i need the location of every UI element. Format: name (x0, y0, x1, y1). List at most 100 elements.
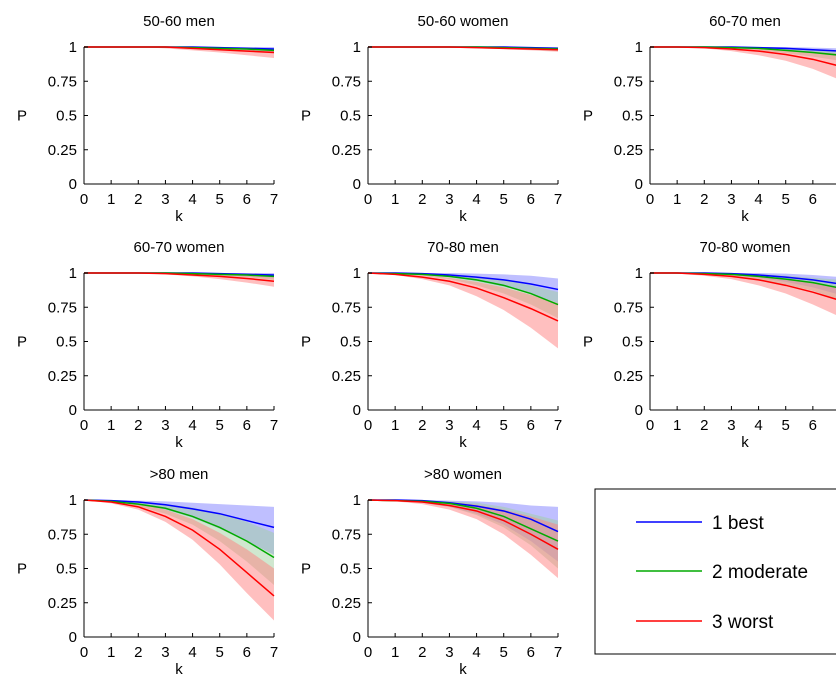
legend-label-best: 1 best (712, 513, 764, 534)
line-best (83, 499, 275, 529)
x-tick-label: 0 (646, 417, 654, 434)
y-tick-label: 0.75 (332, 526, 361, 543)
x-tick-label: 6 (809, 191, 817, 208)
y-tick-label: 0.75 (614, 73, 643, 90)
y-tick-label: 0.5 (340, 334, 361, 351)
y-axis-label: P (583, 108, 593, 125)
y-tick-label: 0 (69, 176, 77, 193)
line-worst (83, 499, 275, 597)
panel-7: 0 0.25 0.5 0.75 1 0 1 2 3 4 5 6 7 >80 men k P (17, 466, 278, 678)
x-axis-label: k (459, 208, 467, 225)
y-tick-label: 0 (69, 402, 77, 419)
y-tick-label: 0 (353, 402, 361, 419)
x-tick-label: 5 (782, 417, 790, 434)
y-tick-label: 1 (69, 265, 77, 282)
y-tick-label: 0 (69, 629, 77, 646)
y-tick-label: 1 (353, 265, 361, 282)
x-tick-label: 4 (472, 644, 480, 661)
line-moderate (367, 272, 559, 306)
x-tick-label: 4 (188, 644, 196, 661)
x-tick-label: 7 (270, 417, 278, 434)
band-worst (650, 273, 836, 316)
x-tick-label: 5 (500, 191, 508, 208)
x-tick-label: 3 (727, 417, 735, 434)
y-tick-label: 0.25 (332, 595, 361, 612)
x-tick-label: 0 (364, 417, 372, 434)
x-tick-label: 1 (391, 644, 399, 661)
x-tick-label: 2 (134, 191, 142, 208)
panel-5: 0 0.25 0.5 0.75 1 0 1 2 3 4 5 6 7 70-80 men k P (301, 239, 562, 451)
y-tick-label: 0.25 (332, 368, 361, 385)
y-axis-label: P (301, 108, 311, 125)
y-tick-label: 0 (353, 629, 361, 646)
panel-1: 0 0.25 0.5 0.75 1 0 1 2 3 4 5 6 7 50-60 men k P (17, 13, 278, 225)
x-tick-label: 1 (391, 191, 399, 208)
x-tick-label: 0 (80, 191, 88, 208)
x-tick-label: 5 (216, 191, 224, 208)
x-tick-label: 5 (500, 417, 508, 434)
x-tick-label: 5 (500, 644, 508, 661)
line-worst (367, 499, 559, 550)
x-tick-label: 7 (554, 417, 562, 434)
panel-title: 60-70 men (709, 13, 781, 30)
x-tick-label: 1 (673, 191, 681, 208)
y-tick-label: 0.5 (340, 108, 361, 125)
x-tick-label: 3 (445, 417, 453, 434)
x-axis-label: k (459, 661, 467, 678)
y-tick-label: 1 (69, 492, 77, 509)
y-tick-label: 1 (353, 492, 361, 509)
x-tick-label: 3 (727, 191, 735, 208)
x-tick-label: 6 (243, 191, 251, 208)
y-axis-label: P (17, 108, 27, 125)
y-tick-label: 0.25 (332, 142, 361, 159)
x-axis-label: k (459, 434, 467, 451)
panel-title: 70-80 women (700, 239, 791, 256)
x-axis-label: k (741, 208, 749, 225)
line-worst (84, 272, 275, 282)
band-worst (368, 273, 558, 349)
line-worst (367, 272, 559, 322)
x-tick-label: 3 (161, 644, 169, 661)
x-tick-label: 3 (445, 191, 453, 208)
x-tick-label: 4 (472, 417, 480, 434)
x-tick-label: 2 (418, 644, 426, 661)
x-tick-label: 2 (134, 417, 142, 434)
y-tick-label: 0.75 (48, 526, 77, 543)
y-tick-label: 0.75 (48, 73, 77, 90)
band-moderate (84, 500, 274, 585)
y-tick-label: 0.25 (48, 142, 77, 159)
y-tick-label: 0.75 (332, 73, 361, 90)
y-tick-label: 0.5 (56, 108, 77, 125)
line-moderate (83, 499, 275, 559)
y-tick-label: 0.25 (614, 142, 643, 159)
line-worst (84, 46, 275, 54)
x-tick-label: 1 (107, 644, 115, 661)
x-axis-label: k (175, 434, 183, 451)
x-tick-label: 1 (391, 417, 399, 434)
y-axis-label: P (301, 334, 311, 351)
legend-box (594, 488, 836, 655)
y-tick-label: 0.75 (614, 299, 643, 316)
x-tick-label: 0 (646, 191, 654, 208)
panel-title: 50-60 women (418, 13, 509, 30)
panel-title: >80 men (150, 466, 209, 483)
x-tick-label: 2 (700, 191, 708, 208)
panel-8: 0 0.25 0.5 0.75 1 0 1 2 3 4 5 6 7 >80 women k P (301, 466, 562, 678)
x-axis-label: k (175, 208, 183, 225)
y-tick-label: 0 (635, 402, 643, 419)
y-tick-label: 0.25 (614, 368, 643, 385)
x-tick-label: 4 (754, 417, 762, 434)
x-tick-label: 4 (188, 417, 196, 434)
x-tick-label: 6 (527, 644, 535, 661)
x-tick-label: 5 (216, 644, 224, 661)
x-tick-label: 1 (107, 191, 115, 208)
x-axis-label: k (741, 434, 749, 451)
x-tick-label: 6 (243, 417, 251, 434)
x-tick-label: 4 (472, 191, 480, 208)
x-tick-label: 6 (809, 417, 817, 434)
legend-label-moderate: 2 moderate (712, 562, 808, 583)
y-axis-label: P (17, 561, 27, 578)
y-tick-label: 1 (353, 39, 361, 56)
x-tick-label: 0 (364, 191, 372, 208)
